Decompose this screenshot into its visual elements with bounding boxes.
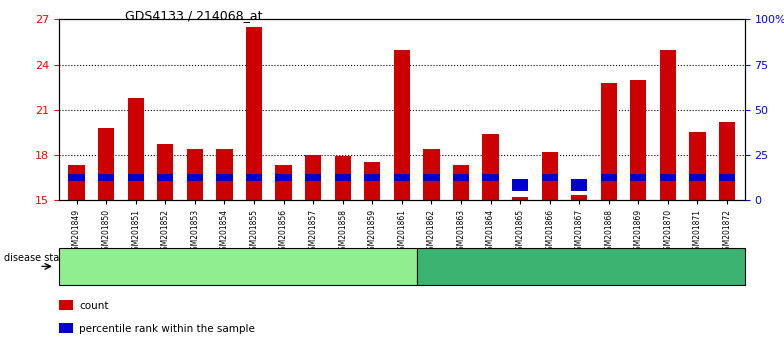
Text: GDS4133 / 214068_at: GDS4133 / 214068_at — [125, 9, 263, 22]
Bar — [305, 174, 321, 181]
Bar — [394, 174, 410, 181]
Bar — [128, 98, 143, 200]
Bar — [68, 165, 85, 200]
Bar — [423, 174, 440, 181]
Text: count: count — [79, 301, 109, 310]
Bar — [216, 174, 233, 181]
Bar — [335, 156, 350, 200]
Bar — [601, 174, 617, 181]
Bar — [482, 134, 499, 200]
Bar — [453, 174, 469, 181]
Bar — [128, 174, 143, 181]
Bar — [512, 179, 528, 191]
Bar — [246, 174, 262, 181]
Bar — [216, 149, 233, 200]
Bar — [98, 128, 114, 200]
Bar — [719, 122, 735, 200]
Bar — [719, 174, 735, 181]
Bar — [305, 155, 321, 200]
Bar — [275, 174, 292, 181]
Bar — [660, 50, 676, 200]
Bar — [542, 174, 557, 181]
Text: disease state: disease state — [4, 253, 69, 263]
Bar — [98, 174, 114, 181]
Bar — [364, 174, 380, 181]
Bar — [423, 149, 440, 200]
Bar — [364, 162, 380, 200]
Bar — [601, 82, 617, 200]
Text: polycystic ovary syndrome: polycystic ovary syndrome — [510, 261, 651, 272]
Bar — [482, 174, 499, 181]
Bar — [630, 174, 647, 181]
Text: percentile rank within the sample: percentile rank within the sample — [79, 324, 255, 333]
Bar — [187, 149, 203, 200]
Bar — [512, 197, 528, 200]
Bar — [157, 174, 173, 181]
Bar — [571, 195, 587, 200]
Text: obese healthy controls: obese healthy controls — [178, 261, 297, 272]
Bar — [394, 50, 410, 200]
Bar — [335, 174, 350, 181]
Bar — [275, 165, 292, 200]
Bar — [571, 179, 587, 191]
Bar — [246, 27, 262, 200]
Bar — [689, 174, 706, 181]
Bar — [689, 132, 706, 200]
Bar — [68, 174, 85, 181]
Bar — [453, 165, 469, 200]
Bar — [660, 174, 676, 181]
Bar — [187, 174, 203, 181]
Bar — [542, 152, 557, 200]
Bar — [157, 144, 173, 200]
Bar — [630, 80, 647, 200]
